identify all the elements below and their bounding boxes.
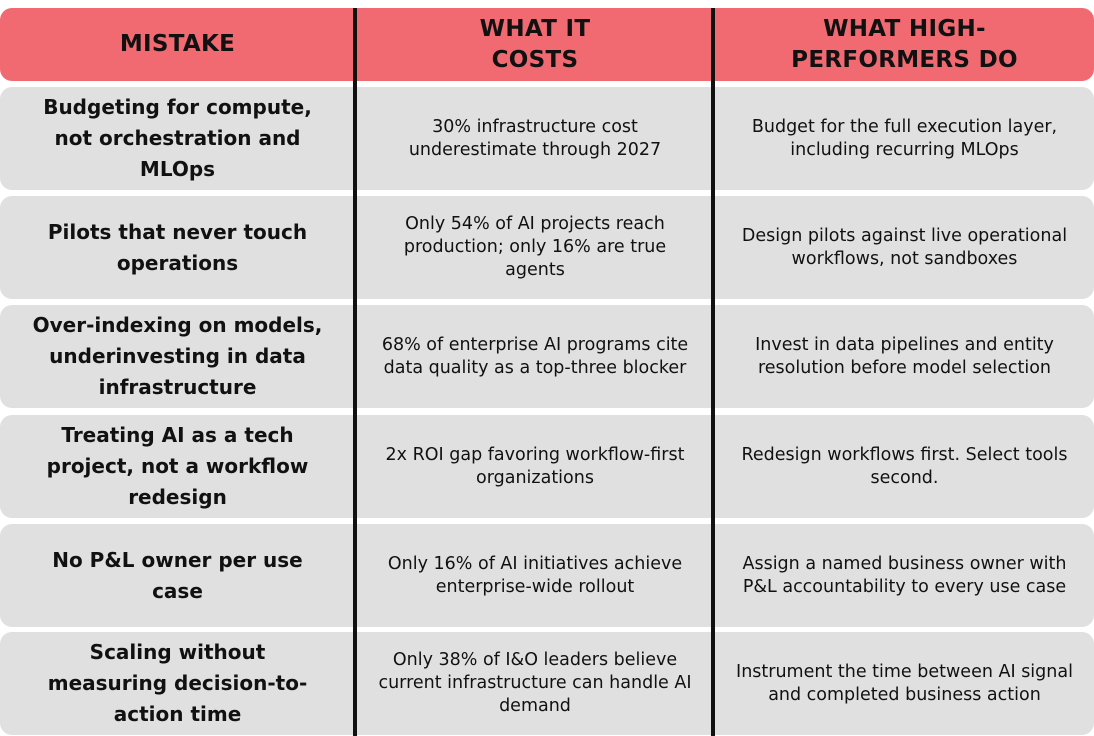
table-cell: Invest in data pipelines and entity reso… [715,305,1094,408]
cell-text: Assign a named business owner with P&L a… [742,553,1067,597]
table-cell: 30% infrastructure cost underestimate th… [357,87,713,190]
row-band [0,87,1094,190]
table-cell: 2x ROI gap favoring workflow-first organ… [357,415,713,518]
row-band [0,632,1094,735]
header-band [0,8,1094,81]
table-cell: Only 54% of AI projects reach production… [357,196,713,299]
header-cell: MISTAKE [0,8,355,81]
column-divider [353,8,357,736]
mistake-text: Treating AI as a tech project, not a wor… [46,423,309,509]
table-cell: No P&L owner per use case [0,524,355,627]
cell-text: Invest in data pipelines and entity reso… [755,334,1054,378]
column-header: MISTAKE [119,31,236,57]
cell-text: 2x ROI gap favoring workflow-first organ… [385,444,685,488]
table-cell: Design pilots against live operational w… [715,196,1094,299]
mistake-text: No P&L owner per use case [52,547,303,603]
mistake-text: Over-indexing on models, underinvesting … [32,313,323,399]
row-band [0,196,1094,299]
table-cell: Redesign workflows first. Select tools s… [715,415,1094,518]
cell-text: Only 38% of I&O leaders believe current … [378,650,692,716]
cell-text: Instrument the time between AI signal an… [736,661,1073,705]
table-cell: Assign a named business owner with P&L a… [715,524,1094,627]
column-header: WHAT IT COSTS [479,15,591,73]
table-cell: Treating AI as a tech project, not a wor… [0,415,355,518]
column-header: WHAT HIGH-PERFORMERS DO [791,15,1018,73]
cell-text: Budget for the full execution layer, inc… [751,116,1058,160]
mistake-text: Budgeting for compute, not orchestration… [43,95,312,181]
cell-text: Only 54% of AI projects reach production… [403,214,667,280]
table-cell: Over-indexing on models, underinvesting … [0,305,355,408]
table-cell: Only 16% of AI initiatives achieve enter… [357,524,713,627]
column-divider [711,8,715,736]
cell-text: 30% infrastructure cost underestimate th… [408,116,662,160]
cell-text: 68% of enterprise AI programs cite data … [381,334,689,378]
header-cell: WHAT HIGH-PERFORMERS DO [715,8,1094,81]
table-cell: 68% of enterprise AI programs cite data … [357,305,713,408]
row-band [0,524,1094,627]
cell-text: Design pilots against live operational w… [741,225,1068,269]
row-band [0,305,1094,408]
table-cell: Pilots that never touch operations [0,196,355,299]
mistake-text: Pilots that never touch operations [47,219,308,275]
mistake-text: Scaling without measuring decision-to-ac… [47,640,308,726]
table-cell: Budget for the full execution layer, inc… [715,87,1094,190]
table-cell: Instrument the time between AI signal an… [715,632,1094,735]
cell-text: Redesign workflows first. Select tools s… [741,444,1068,488]
row-band [0,415,1094,518]
cell-text: Only 16% of AI initiatives achieve enter… [387,553,683,597]
header-cell: WHAT IT COSTS [357,8,713,81]
table-cell: Only 38% of I&O leaders believe current … [357,632,713,735]
table-cell: Budgeting for compute, not orchestration… [0,87,355,190]
table-cell: Scaling without measuring decision-to-ac… [0,632,355,735]
